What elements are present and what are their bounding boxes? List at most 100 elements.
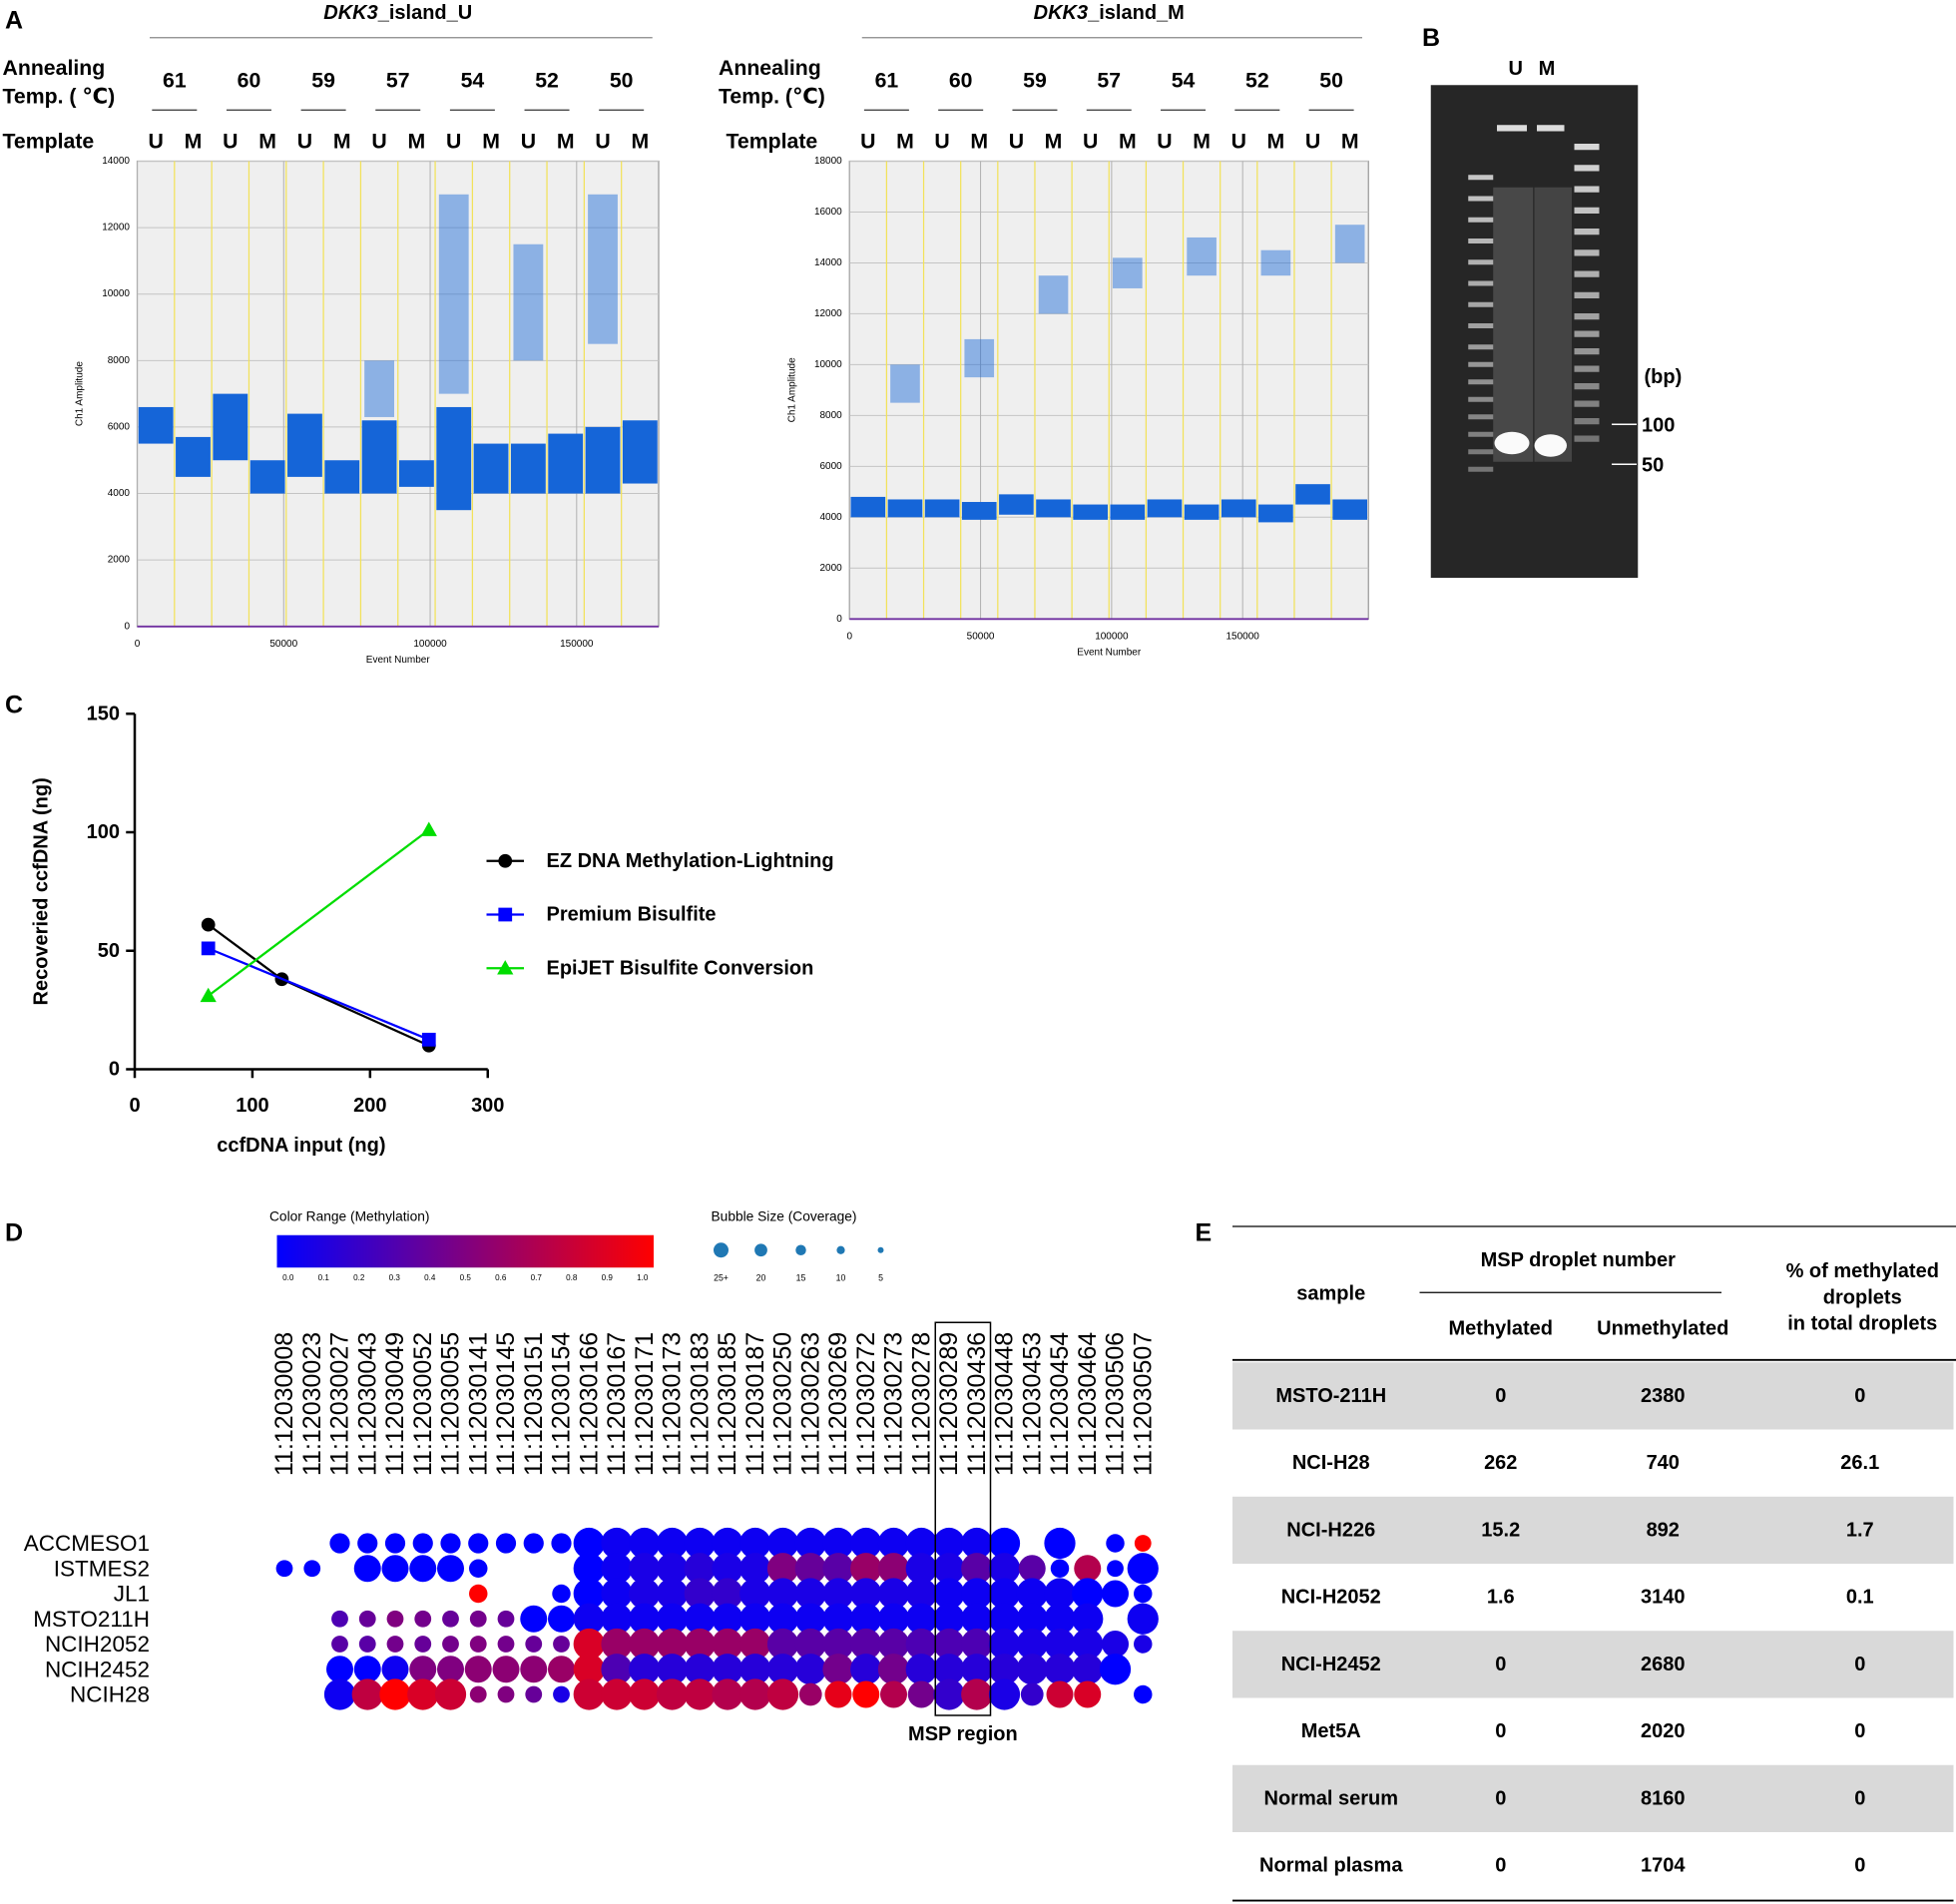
template-label: U — [148, 130, 163, 154]
bubble — [933, 1628, 965, 1661]
bubble — [1106, 1534, 1125, 1553]
template-label: M — [258, 130, 276, 154]
bubble — [1050, 1559, 1070, 1578]
marker — [498, 907, 513, 922]
bubble — [386, 1610, 404, 1628]
color-tick-label: 0.0 — [282, 1273, 294, 1282]
bubble — [1044, 1578, 1076, 1610]
bubble — [351, 1678, 383, 1710]
negative-droplets — [324, 460, 360, 494]
bubble — [766, 1527, 799, 1560]
bubble — [877, 1553, 910, 1585]
chart-title: DKK3_island_M — [1034, 2, 1185, 24]
template-label: M — [557, 130, 575, 154]
size-legend-bubble — [714, 1242, 729, 1258]
ladder-band — [1574, 383, 1600, 390]
negative-droplets — [436, 406, 472, 511]
x-tick-label: 50000 — [269, 639, 297, 650]
bubble — [1072, 1654, 1104, 1685]
ladder-band — [1574, 400, 1600, 407]
bubble — [469, 1610, 487, 1628]
row-label: Template — [727, 130, 818, 154]
y-tick-label: 0 — [124, 621, 130, 632]
bubble — [877, 1654, 910, 1685]
column-label: 11:12030272 — [852, 1332, 880, 1476]
table-cell: 8160 — [1641, 1787, 1685, 1809]
temperature-label: 60 — [949, 68, 973, 92]
bubble — [464, 1656, 492, 1683]
column-label: 11:12030145 — [492, 1332, 520, 1476]
bubble — [353, 1555, 381, 1583]
bubble — [739, 1527, 771, 1560]
bubble — [469, 1685, 487, 1703]
color-tick-label: 0.4 — [424, 1273, 436, 1282]
bubble — [656, 1628, 689, 1661]
bubble — [1046, 1680, 1074, 1708]
bubble — [553, 1685, 570, 1703]
y-tick-label: 12000 — [102, 223, 130, 234]
bubble — [850, 1553, 882, 1585]
bubble — [961, 1578, 993, 1610]
template-label: U — [1009, 130, 1024, 154]
table-cell: NCI-H28 — [1292, 1452, 1370, 1474]
column-label: 11:12030183 — [686, 1332, 714, 1476]
bubble — [629, 1603, 661, 1635]
bubble — [822, 1654, 854, 1685]
chart-title: DKK3_island_U — [323, 2, 472, 24]
bubble — [1099, 1654, 1132, 1685]
ladder-band — [1468, 431, 1494, 437]
size-tick-label: 10 — [836, 1272, 846, 1282]
bubble — [905, 1603, 937, 1635]
row-label: Temp. (℃) — [719, 85, 825, 109]
bubble — [988, 1654, 1021, 1685]
marker — [421, 1032, 436, 1047]
ladder-band — [1468, 175, 1494, 181]
ladder-band — [1468, 323, 1494, 328]
negative-droplets — [961, 502, 997, 520]
bubble — [601, 1654, 633, 1685]
bubble — [877, 1578, 910, 1610]
bubble — [492, 1656, 520, 1683]
negative-droplets — [1184, 504, 1220, 520]
marker — [497, 960, 514, 975]
bubble — [824, 1680, 852, 1708]
ladder-band — [1468, 344, 1494, 350]
lane-label: U — [1509, 58, 1523, 80]
bubble — [357, 1533, 378, 1554]
column-label: 11:12030269 — [824, 1332, 852, 1476]
ladder-band — [1574, 270, 1600, 277]
ladder-band — [1574, 207, 1600, 214]
bubble — [409, 1555, 437, 1583]
negative-droplets — [1295, 484, 1330, 505]
bubble — [629, 1553, 661, 1585]
bubble — [525, 1636, 543, 1653]
panel-label: B — [1422, 24, 1440, 52]
band — [1494, 431, 1530, 455]
ladder-band — [1574, 144, 1600, 151]
y-tick-label: 2000 — [108, 555, 131, 566]
y-tick-label: 14000 — [102, 156, 130, 167]
bubble — [469, 1636, 487, 1653]
line — [208, 828, 430, 997]
bubble — [573, 1628, 605, 1661]
ladder-band — [1574, 186, 1600, 193]
bubble — [1044, 1654, 1076, 1685]
bubble — [1134, 1684, 1153, 1704]
row-label: JL1 — [114, 1582, 150, 1607]
ladder-band — [1468, 280, 1494, 286]
negative-droplets — [887, 499, 923, 518]
bubble — [794, 1654, 826, 1685]
smear — [1534, 187, 1572, 462]
bubble — [961, 1553, 993, 1585]
table-cell: 0 — [1495, 1787, 1506, 1809]
row-label: Annealing — [719, 56, 821, 80]
table-cell: 15.2 — [1481, 1519, 1520, 1541]
bubble — [794, 1553, 826, 1585]
y-tick-label: 12000 — [814, 308, 842, 319]
panel-label: E — [1196, 1218, 1213, 1246]
bubble — [629, 1578, 661, 1610]
bubble — [573, 1654, 605, 1685]
well — [1537, 125, 1565, 132]
size-legend-bubble — [795, 1244, 806, 1255]
